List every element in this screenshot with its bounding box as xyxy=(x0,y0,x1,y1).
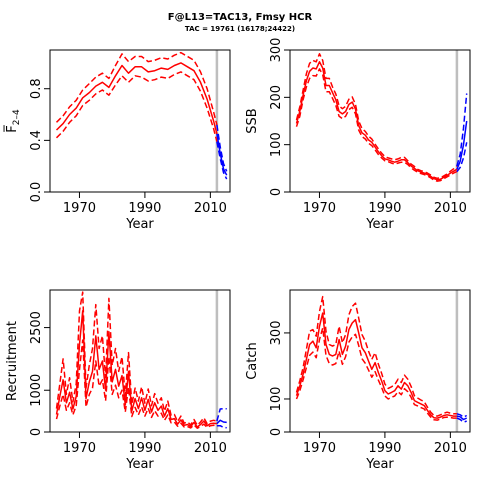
plot-frame xyxy=(49,289,231,433)
plot-frame xyxy=(289,289,471,433)
panel-f: 1970 1990 2010 0.0 0.4 0.8 Year F̅2–4 xyxy=(4,49,231,232)
f-historic-bound-line xyxy=(55,71,218,142)
y-tick-label: 0 xyxy=(269,188,284,196)
x-tick-label: 1990 xyxy=(368,201,401,216)
plot-frame xyxy=(49,49,231,193)
x-axis-label: Year xyxy=(365,457,394,472)
x-tick-label: 1990 xyxy=(128,201,161,216)
ssb-projection-bound-line xyxy=(456,93,468,167)
y-tick-label: 0 xyxy=(29,428,44,436)
panel-recruitment: 1970 1990 2010 0 1000 2500 Year Recruitment xyxy=(5,289,231,472)
chart-panels: 1970 1990 2010 0.0 0.4 0.8 Year F̅2–4 1970 1990 20… xyxy=(4,38,471,472)
ssb-projection-bound-line xyxy=(456,142,468,173)
y-tick-label: 100 xyxy=(269,387,284,412)
f-projection-bound-line xyxy=(216,124,228,172)
ssb-historic-median-line xyxy=(295,61,458,181)
figure-title: F@L13=TAC13, Fmsy HCR xyxy=(168,12,313,23)
y-axis-label-subscript: 2–4 xyxy=(12,109,22,125)
plot-frame xyxy=(289,49,471,193)
x-tick-label: 1970 xyxy=(63,201,96,216)
x-axis-label: Year xyxy=(365,217,394,232)
recruitment-projection-median-line xyxy=(216,419,227,425)
recruitment-projection-bound-line xyxy=(216,407,227,422)
panel-catch: 1970 1990 2010 0 100 300 Year Catch xyxy=(245,289,471,472)
y-tick-label: 0.0 xyxy=(29,182,44,203)
x-tick-label: 2010 xyxy=(194,441,227,456)
x-tick-label: 1990 xyxy=(368,441,401,456)
recruitment-projection-bound-line xyxy=(216,424,227,429)
x-tick-label: 2010 xyxy=(194,201,227,216)
x-tick-label: 2010 xyxy=(434,201,467,216)
catch-historic-median-line xyxy=(295,312,457,419)
ssb-historic-bound-line xyxy=(295,68,458,182)
ssb-projection-median-line xyxy=(456,120,468,170)
x-axis-label: Year xyxy=(125,217,154,232)
x-tick-label: 1970 xyxy=(63,441,96,456)
ssb-historic-bound-line xyxy=(295,53,458,180)
figure-subtitle: TAC = 19761 (16178;24422) xyxy=(185,25,295,33)
y-tick-label: 0 xyxy=(269,428,284,436)
y-tick-label: 200 xyxy=(269,85,284,110)
y-tick-label: 0.8 xyxy=(29,78,44,99)
y-axis-label: F̅2–4 xyxy=(4,109,22,133)
recruitment-historic-bound-line xyxy=(55,291,218,427)
x-tick-label: 1970 xyxy=(303,441,336,456)
panel-ssb: 1970 1990 2010 0 100 200 300 Year SSB xyxy=(245,38,471,232)
y-tick-label: 100 xyxy=(269,132,284,157)
y-tick-label: 2500 xyxy=(29,311,44,344)
catch-projection-bound-line xyxy=(456,413,468,418)
catch-projection-bound-line xyxy=(456,417,467,423)
x-tick-label: 1990 xyxy=(128,441,161,456)
catch-historic-bound-line xyxy=(295,327,457,421)
f-historic-bound-line xyxy=(55,51,218,126)
catch-projection-median-line xyxy=(456,415,468,421)
y-tick-label: 1000 xyxy=(29,374,44,407)
y-tick-label: 0.4 xyxy=(29,130,44,151)
catch-historic-bound-line xyxy=(295,295,457,417)
x-tick-label: 2010 xyxy=(434,441,467,456)
x-axis-label: Year xyxy=(125,457,154,472)
y-axis-label: Catch xyxy=(245,342,260,380)
y-tick-label: 300 xyxy=(269,321,284,346)
y-axis-label: Recruitment xyxy=(5,321,20,401)
y-axis-label: SSB xyxy=(245,108,260,133)
f-historic-median-line xyxy=(55,62,218,135)
x-tick-label: 1970 xyxy=(303,201,336,216)
f-projection-median-line xyxy=(216,133,228,176)
recruitment-historic-bound-line xyxy=(55,339,217,429)
y-tick-label: 300 xyxy=(269,38,284,63)
